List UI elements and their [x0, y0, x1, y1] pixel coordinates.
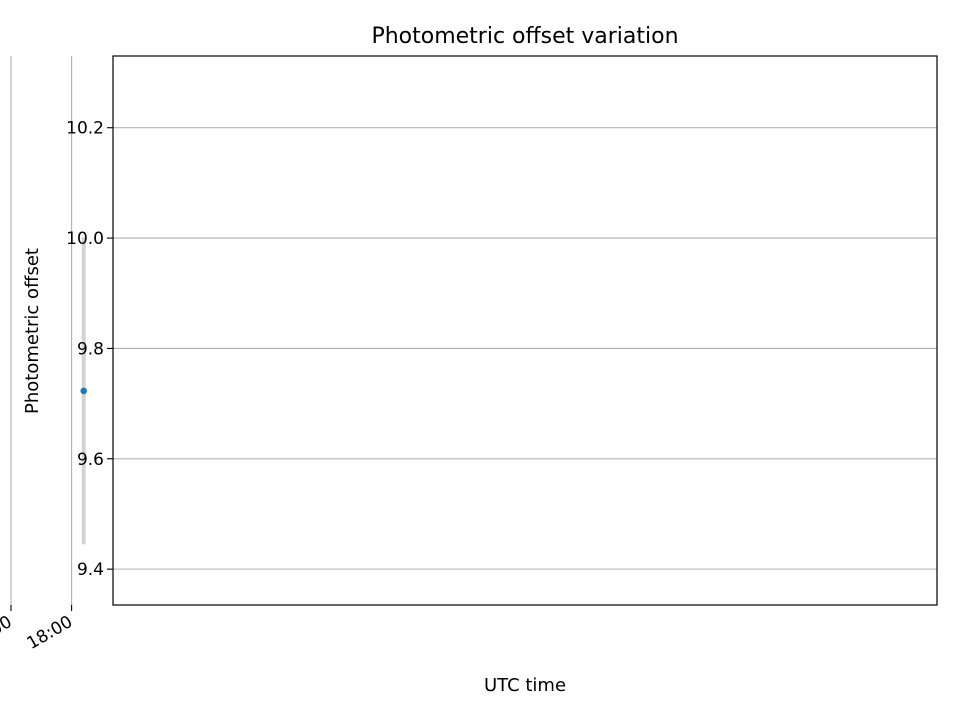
data-points: [80, 387, 88, 395]
y-tick-label: 9.4: [77, 560, 104, 580]
y-tick-label: 9.8: [77, 339, 104, 359]
x-axis-ticks: 18:0019:0020:0021:0022:0023:0000:0001:00…: [0, 605, 76, 654]
grid: [10, 56, 937, 605]
y-tick-label: 9.6: [77, 450, 104, 470]
x-tick-label: 19:00: [0, 612, 16, 654]
y-tick-label: 10.0: [66, 229, 104, 249]
y-tick-label: 10.2: [66, 119, 104, 139]
y-axis-label: Photometric offset: [22, 248, 43, 414]
plot-frame: [112, 55, 938, 606]
x-tick-label: 18:00: [24, 612, 76, 654]
x-axis-label: UTC time: [484, 675, 566, 696]
y-axis-ticks: 9.4 9.6 9.8 10.0 10.2: [66, 119, 113, 580]
data-point: [80, 387, 88, 395]
chart-title: Photometric offset variation: [371, 24, 678, 49]
